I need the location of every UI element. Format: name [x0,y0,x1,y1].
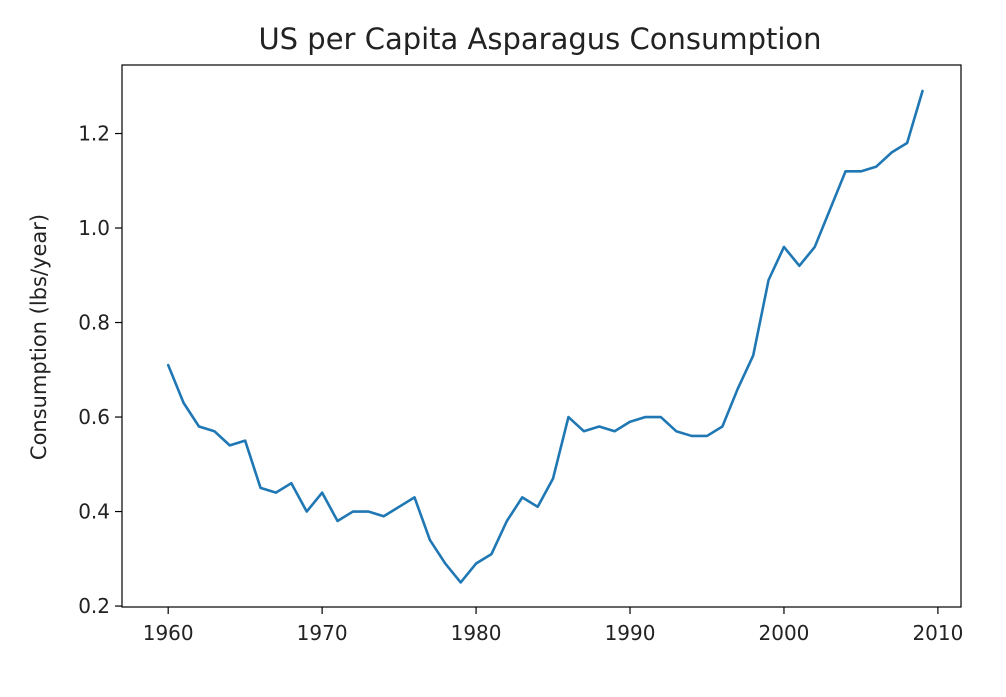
x-tick-label: 1980 [451,621,502,645]
x-tick-label: 1990 [605,621,656,645]
y-axis-label: Consumption (lbs/year) [27,214,51,460]
y-tick-label: 0.4 [78,500,110,524]
y-tick-label: 0.8 [78,311,110,335]
x-tick-label: 2010 [912,621,963,645]
y-tick-label: 0.6 [78,405,110,429]
y-tick-label: 0.2 [78,594,110,618]
series-line [166,89,924,584]
plot-frame [121,64,962,608]
y-tick-label: 1.0 [78,216,110,240]
x-tick-label: 2000 [759,621,810,645]
x-tick-label: 1970 [297,621,348,645]
x-tick-label: 1960 [143,621,194,645]
plot-area: 1960 1970 1980 1990 2000 2010 0.2 0.4 0.6 0.8 1.0 1… [78,64,963,645]
chart-title: US per Capita Asparagus Consumption [258,22,821,56]
y-tick-label: 1.2 [78,122,110,146]
